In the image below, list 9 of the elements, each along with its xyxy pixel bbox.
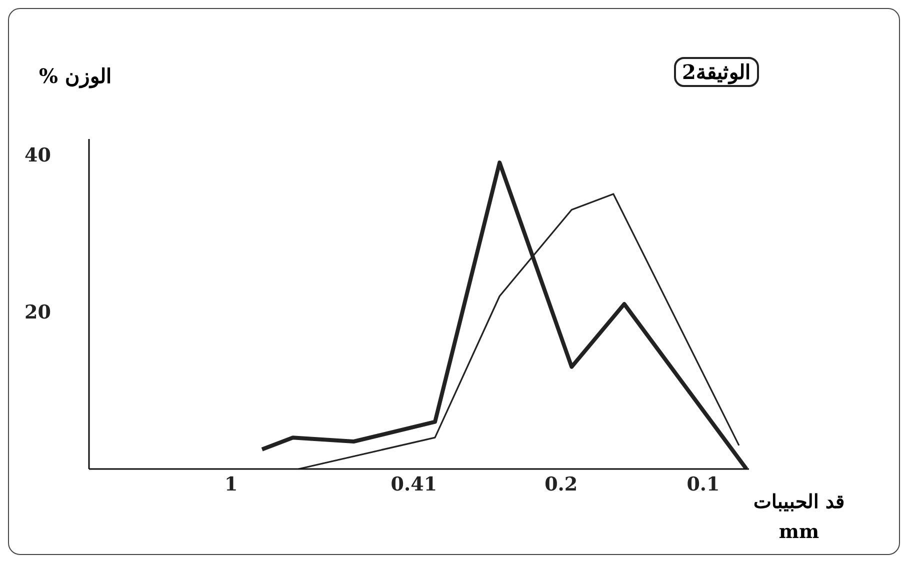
chart-title: الوثيقة2 bbox=[674, 57, 759, 87]
y-tick-label: 20 bbox=[24, 302, 51, 324]
x-tick-label: 0.2 bbox=[544, 473, 578, 496]
x-tick-label: 0.41 bbox=[390, 473, 438, 496]
x-tick-label: 0.1 bbox=[686, 473, 720, 496]
x-axis-title: قد الحبيبات mm bbox=[752, 490, 846, 545]
y-tick-label: 40 bbox=[24, 144, 51, 166]
x-tick-label: 1 bbox=[224, 473, 238, 496]
y-axis-title: الوزن % bbox=[39, 64, 112, 88]
